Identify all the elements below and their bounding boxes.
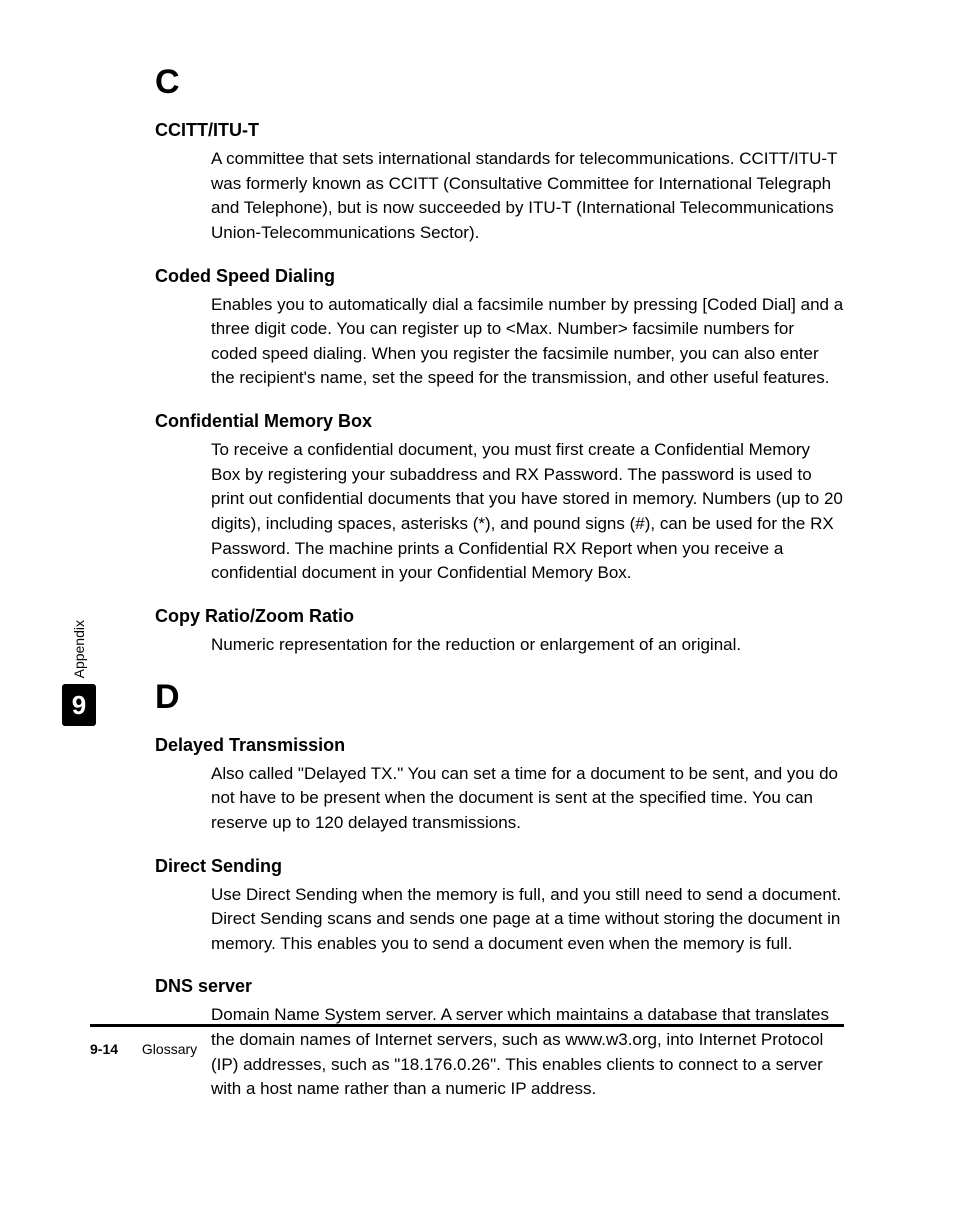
side-label: Appendix bbox=[71, 620, 87, 678]
glossary-entry: Coded Speed Dialing Enables you to autom… bbox=[155, 266, 844, 392]
footer: 9-14 Glossary bbox=[90, 1024, 844, 1057]
entry-term: DNS server bbox=[155, 976, 844, 997]
entry-term: CCITT/ITU-T bbox=[155, 120, 844, 141]
entry-definition: To receive a confidential document, you … bbox=[211, 438, 844, 586]
footer-rule bbox=[90, 1024, 844, 1027]
letter-heading: D bbox=[155, 678, 844, 717]
entry-term: Confidential Memory Box bbox=[155, 411, 844, 432]
entry-definition: Use Direct Sending when the memory is fu… bbox=[211, 883, 844, 957]
content-body: C CCITT/ITU-T A committee that sets inte… bbox=[155, 63, 844, 1102]
entry-term: Delayed Transmission bbox=[155, 735, 844, 756]
footer-page-number: 9-14 bbox=[90, 1041, 118, 1057]
entry-term: Coded Speed Dialing bbox=[155, 266, 844, 287]
entry-term: Copy Ratio/Zoom Ratio bbox=[155, 606, 844, 627]
letter-heading: C bbox=[155, 63, 844, 102]
glossary-entry: Copy Ratio/Zoom Ratio Numeric representa… bbox=[155, 606, 844, 658]
entry-definition: Also called "Delayed TX." You can set a … bbox=[211, 762, 844, 836]
glossary-entry: Delayed Transmission Also called "Delaye… bbox=[155, 735, 844, 836]
side-tab: Appendix 9 bbox=[62, 620, 96, 726]
page: Appendix 9 C CCITT/ITU-T A committee tha… bbox=[0, 0, 954, 1102]
entry-definition: A committee that sets international stan… bbox=[211, 147, 844, 246]
side-chapter-number: 9 bbox=[62, 684, 96, 726]
glossary-entry: Confidential Memory Box To receive a con… bbox=[155, 411, 844, 586]
entry-term: Direct Sending bbox=[155, 856, 844, 877]
entry-definition: Numeric representation for the reduction… bbox=[211, 633, 844, 658]
footer-text: 9-14 Glossary bbox=[90, 1041, 844, 1057]
footer-section-name: Glossary bbox=[142, 1041, 197, 1057]
glossary-entry: Direct Sending Use Direct Sending when t… bbox=[155, 856, 844, 957]
entry-definition: Enables you to automatically dial a facs… bbox=[211, 293, 844, 392]
glossary-entry: CCITT/ITU-T A committee that sets intern… bbox=[155, 120, 844, 246]
section-c: C CCITT/ITU-T A committee that sets inte… bbox=[155, 63, 844, 658]
